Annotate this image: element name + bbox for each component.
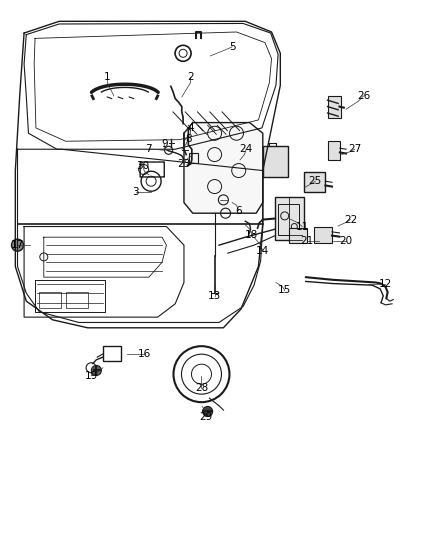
- Text: 2: 2: [187, 72, 194, 82]
- FancyBboxPatch shape: [275, 197, 304, 240]
- FancyBboxPatch shape: [314, 227, 332, 243]
- Text: 27: 27: [348, 144, 361, 154]
- Text: 23: 23: [177, 159, 191, 169]
- Circle shape: [92, 366, 101, 375]
- Text: 17: 17: [11, 240, 24, 250]
- Polygon shape: [184, 123, 263, 213]
- FancyBboxPatch shape: [328, 141, 340, 160]
- Text: 5: 5: [229, 42, 236, 52]
- Text: 16: 16: [138, 350, 151, 359]
- Text: 8: 8: [185, 134, 192, 143]
- Text: 24: 24: [240, 144, 253, 154]
- Text: 11: 11: [296, 222, 309, 231]
- Text: 28: 28: [195, 383, 208, 393]
- Text: 14: 14: [256, 246, 269, 255]
- Text: 18: 18: [245, 230, 258, 239]
- FancyBboxPatch shape: [328, 96, 341, 118]
- Text: 4: 4: [187, 123, 194, 133]
- Text: 3: 3: [132, 187, 139, 197]
- Text: 15: 15: [278, 286, 291, 295]
- FancyBboxPatch shape: [263, 146, 288, 177]
- Text: 12: 12: [379, 279, 392, 288]
- Text: 21: 21: [300, 236, 313, 246]
- Text: 22: 22: [344, 215, 357, 224]
- Text: 19: 19: [85, 371, 98, 381]
- Text: 7: 7: [145, 144, 152, 154]
- Text: 20: 20: [339, 236, 353, 246]
- Text: 6: 6: [235, 206, 242, 215]
- Text: 1: 1: [104, 72, 111, 82]
- FancyBboxPatch shape: [304, 172, 325, 192]
- Circle shape: [11, 239, 24, 251]
- Text: 13: 13: [208, 291, 221, 301]
- Text: 30: 30: [136, 161, 149, 171]
- FancyBboxPatch shape: [289, 228, 307, 243]
- Text: 25: 25: [309, 176, 322, 186]
- Text: 26: 26: [357, 91, 370, 101]
- Circle shape: [203, 407, 212, 416]
- Text: 9: 9: [161, 139, 168, 149]
- Text: 29: 29: [199, 412, 212, 422]
